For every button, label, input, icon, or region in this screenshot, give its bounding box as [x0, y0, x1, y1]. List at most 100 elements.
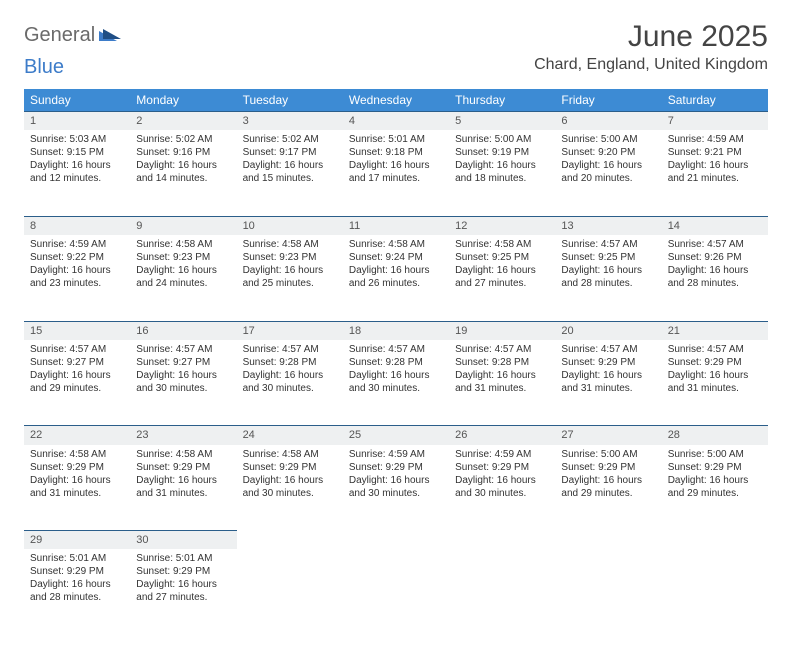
day-number-cell: 2 — [130, 112, 236, 131]
day-content-cell — [237, 549, 343, 635]
day-number-cell — [662, 531, 768, 550]
day-number-cell: 7 — [662, 112, 768, 131]
day-info-line: Sunset: 9:29 PM — [561, 461, 655, 474]
day-number-cell — [237, 531, 343, 550]
day-info-line: and 17 minutes. — [349, 172, 443, 185]
day-info-line: Sunset: 9:26 PM — [668, 251, 762, 264]
day-info-line: Sunrise: 4:57 AM — [349, 343, 443, 356]
day-number-cell: 5 — [449, 112, 555, 131]
day-number-cell: 28 — [662, 426, 768, 445]
day-info-line: Daylight: 16 hours — [561, 369, 655, 382]
day-content-cell: Sunrise: 5:01 AMSunset: 9:29 PMDaylight:… — [130, 549, 236, 635]
day-info-line: Sunrise: 4:57 AM — [561, 238, 655, 251]
calendar-table: Sunday Monday Tuesday Wednesday Thursday… — [24, 89, 768, 635]
title-block: June 2025 Chard, England, United Kingdom — [534, 20, 768, 74]
day-info-line: Sunset: 9:29 PM — [136, 461, 230, 474]
day-info-line: Daylight: 16 hours — [136, 474, 230, 487]
day-info-line: and 30 minutes. — [243, 487, 337, 500]
day-content-row: Sunrise: 5:03 AMSunset: 9:15 PMDaylight:… — [24, 130, 768, 216]
location-subtitle: Chard, England, United Kingdom — [534, 56, 768, 74]
day-content-cell: Sunrise: 4:59 AMSunset: 9:21 PMDaylight:… — [662, 130, 768, 216]
day-number-cell: 20 — [555, 321, 661, 340]
day-info-line: Daylight: 16 hours — [455, 369, 549, 382]
logo-text-general: General — [24, 24, 95, 47]
day-number-cell: 27 — [555, 426, 661, 445]
day-number-cell: 12 — [449, 216, 555, 235]
day-content-row: Sunrise: 5:01 AMSunset: 9:29 PMDaylight:… — [24, 549, 768, 635]
day-info-line: Sunrise: 4:57 AM — [455, 343, 549, 356]
day-content-cell: Sunrise: 5:01 AMSunset: 9:18 PMDaylight:… — [343, 130, 449, 216]
day-content-cell: Sunrise: 5:00 AMSunset: 9:29 PMDaylight:… — [662, 445, 768, 531]
day-number-cell — [343, 531, 449, 550]
day-info-line: Daylight: 16 hours — [243, 159, 337, 172]
day-content-cell: Sunrise: 4:58 AMSunset: 9:29 PMDaylight:… — [24, 445, 130, 531]
day-info-line: Sunrise: 4:58 AM — [243, 448, 337, 461]
day-info-line: and 31 minutes. — [30, 487, 124, 500]
day-content-cell: Sunrise: 4:57 AMSunset: 9:28 PMDaylight:… — [449, 340, 555, 426]
day-content-cell: Sunrise: 5:00 AMSunset: 9:19 PMDaylight:… — [449, 130, 555, 216]
day-content-row: Sunrise: 4:59 AMSunset: 9:22 PMDaylight:… — [24, 235, 768, 321]
day-info-line: and 30 minutes. — [243, 382, 337, 395]
day-info-line: Daylight: 16 hours — [243, 264, 337, 277]
day-number-cell: 15 — [24, 321, 130, 340]
day-info-line: Sunset: 9:27 PM — [30, 356, 124, 369]
day-info-line: Sunset: 9:24 PM — [349, 251, 443, 264]
day-number-cell: 8 — [24, 216, 130, 235]
day-content-cell: Sunrise: 5:02 AMSunset: 9:16 PMDaylight:… — [130, 130, 236, 216]
day-info-line: Sunrise: 4:59 AM — [30, 238, 124, 251]
day-info-line: Sunset: 9:21 PM — [668, 146, 762, 159]
day-info-line: and 28 minutes. — [668, 277, 762, 290]
day-number-cell: 24 — [237, 426, 343, 445]
day-info-line: Sunrise: 4:57 AM — [243, 343, 337, 356]
day-info-line: Sunrise: 4:59 AM — [455, 448, 549, 461]
day-content-cell: Sunrise: 4:58 AMSunset: 9:29 PMDaylight:… — [237, 445, 343, 531]
day-content-row: Sunrise: 4:58 AMSunset: 9:29 PMDaylight:… — [24, 445, 768, 531]
day-content-cell: Sunrise: 4:59 AMSunset: 9:22 PMDaylight:… — [24, 235, 130, 321]
day-content-cell — [449, 549, 555, 635]
day-info-line: and 26 minutes. — [349, 277, 443, 290]
day-info-line: Sunrise: 5:01 AM — [30, 552, 124, 565]
day-info-line: and 29 minutes. — [30, 382, 124, 395]
day-info-line: Sunset: 9:28 PM — [349, 356, 443, 369]
day-number-cell: 1 — [24, 112, 130, 131]
day-number-cell: 19 — [449, 321, 555, 340]
day-info-line: Sunset: 9:29 PM — [243, 461, 337, 474]
day-info-line: Sunrise: 4:58 AM — [243, 238, 337, 251]
day-content-cell: Sunrise: 5:00 AMSunset: 9:29 PMDaylight:… — [555, 445, 661, 531]
day-info-line: Sunset: 9:18 PM — [349, 146, 443, 159]
day-info-line: Sunset: 9:25 PM — [455, 251, 549, 264]
day-info-line: Daylight: 16 hours — [30, 159, 124, 172]
day-info-line: Sunset: 9:29 PM — [30, 461, 124, 474]
day-number-cell — [449, 531, 555, 550]
weekday-header: Saturday — [662, 89, 768, 112]
day-number-cell: 17 — [237, 321, 343, 340]
logo-flag-icon — [99, 25, 123, 46]
day-info-line: Daylight: 16 hours — [668, 264, 762, 277]
day-info-line: Sunset: 9:16 PM — [136, 146, 230, 159]
day-info-line: Sunrise: 5:00 AM — [455, 133, 549, 146]
day-info-line: and 30 minutes. — [455, 487, 549, 500]
day-content-cell: Sunrise: 4:59 AMSunset: 9:29 PMDaylight:… — [343, 445, 449, 531]
day-info-line: Sunrise: 4:58 AM — [136, 238, 230, 251]
day-info-line: Sunset: 9:29 PM — [455, 461, 549, 474]
day-info-line: Daylight: 16 hours — [30, 264, 124, 277]
day-info-line: and 30 minutes. — [349, 382, 443, 395]
day-number-cell: 26 — [449, 426, 555, 445]
weekday-header: Monday — [130, 89, 236, 112]
day-number-cell: 18 — [343, 321, 449, 340]
day-number-row: 1234567 — [24, 112, 768, 131]
day-info-line: Daylight: 16 hours — [561, 474, 655, 487]
day-info-line: Sunrise: 4:57 AM — [136, 343, 230, 356]
day-content-cell — [343, 549, 449, 635]
day-info-line: Sunrise: 4:59 AM — [349, 448, 443, 461]
day-info-line: Sunrise: 4:57 AM — [561, 343, 655, 356]
day-info-line: Sunrise: 5:02 AM — [243, 133, 337, 146]
day-info-line: Daylight: 16 hours — [243, 474, 337, 487]
day-info-line: Daylight: 16 hours — [30, 369, 124, 382]
day-content-cell — [662, 549, 768, 635]
day-info-line: Sunset: 9:29 PM — [561, 356, 655, 369]
weekday-header-row: Sunday Monday Tuesday Wednesday Thursday… — [24, 89, 768, 112]
day-info-line: and 27 minutes. — [455, 277, 549, 290]
day-info-line: and 18 minutes. — [455, 172, 549, 185]
day-number-cell: 16 — [130, 321, 236, 340]
